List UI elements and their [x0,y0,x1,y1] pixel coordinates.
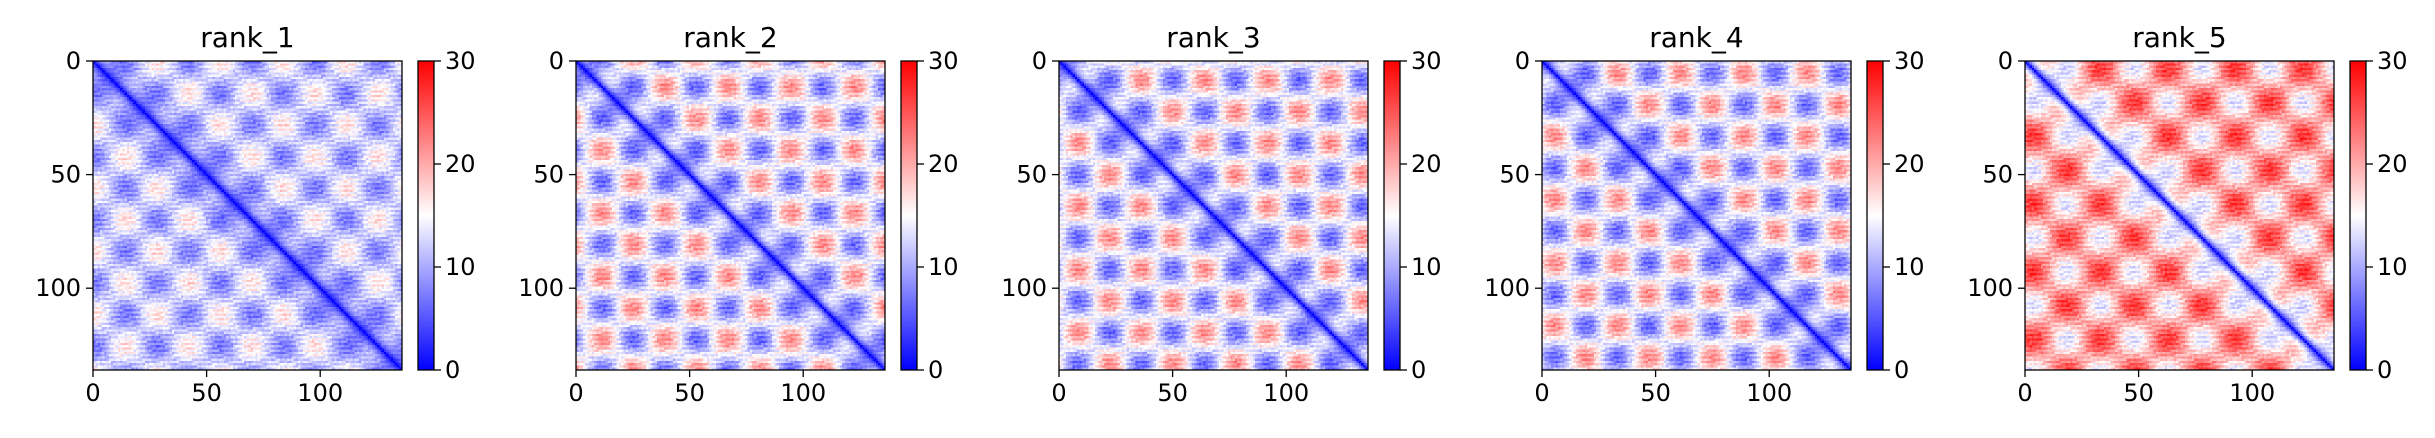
x-tick-label: 50 [191,379,222,407]
x-tick-label: 100 [780,379,826,407]
x-tick-label: 0 [85,379,100,407]
heatmap-panel-2: rank_2 0 50 100 0 50 100 0 10 20 30 [518,21,958,407]
x-tick-label: 50 [1640,379,1671,407]
x-tick-label: 100 [1263,379,1309,407]
y-tick-label: 0 [1515,47,1530,75]
y-tick-label: 50 [50,161,81,189]
x-tick-label: 0 [1534,379,1549,407]
plot-frame [92,60,403,371]
heatmap-image [1059,61,1368,370]
x-tick-label: 0 [2017,379,2032,407]
panel-title: rank_4 [1649,21,1743,54]
colorbar-tick-label: 10 [1411,253,1442,281]
colorbar-frame [1383,60,1401,371]
x-tick-label: 50 [1157,379,1188,407]
colorbar-tick-label: 0 [1894,356,1909,384]
plot-frame [1541,60,1852,371]
x-tick-label: 0 [568,379,583,407]
y-tick-label: 50 [1016,161,1047,189]
colorbar [418,61,434,370]
colorbar-tick-label: 20 [1411,150,1442,178]
heatmap-panel-5: rank_5 0 50 100 0 50 100 0 10 20 30 [1967,21,2407,407]
heatmap-image [93,61,402,370]
colorbar-tick-label: 0 [2377,356,2392,384]
panel-title: rank_5 [2132,21,2226,54]
colorbar [1867,61,1883,370]
y-tick-label: 100 [35,274,81,302]
colorbar-tick-label: 30 [445,47,476,75]
plot-frame [575,60,886,371]
colorbar-tick-label: 0 [928,356,943,384]
heatmap-image [1542,61,1851,370]
colorbar [1384,61,1400,370]
colorbar [901,61,917,370]
y-tick-label: 100 [1001,274,1047,302]
colorbar-tick-label: 0 [445,356,460,384]
y-tick-label: 0 [549,47,564,75]
colorbar-frame [417,60,435,371]
y-tick-label: 0 [1998,47,2013,75]
heatmap-panel-3: rank_3 0 50 100 0 50 100 0 10 20 30 [1001,21,1441,407]
y-tick-label: 0 [66,47,81,75]
colorbar-tick-label: 20 [2377,150,2408,178]
x-tick-label: 50 [674,379,705,407]
x-tick-label: 50 [2123,379,2154,407]
colorbar-tick-label: 30 [1894,47,1925,75]
y-tick-label: 50 [1982,161,2013,189]
panel-title: rank_3 [1166,21,1260,54]
heatmap-panel-4: rank_4 0 50 100 0 50 100 0 10 20 30 [1484,21,1924,407]
heatmap-image [576,61,885,370]
colorbar-tick-label: 20 [1894,150,1925,178]
heatmap-panel-1: rank_1 0 50 100 0 50 100 0 10 20 30 [35,21,475,407]
y-tick-label: 100 [518,274,564,302]
colorbar-frame [2349,60,2367,371]
panel-title: rank_1 [200,21,294,54]
panel-title: rank_2 [683,21,777,54]
colorbar-tick-label: 20 [445,150,476,178]
colorbar-tick-label: 20 [928,150,959,178]
colorbar-tick-label: 10 [928,253,959,281]
y-tick-label: 50 [1499,161,1530,189]
colorbar-frame [900,60,918,371]
colorbar-tick-label: 10 [445,253,476,281]
colorbar-frame [1866,60,1884,371]
colorbar-tick-label: 30 [1411,47,1442,75]
colorbar-tick-label: 0 [1411,356,1426,384]
y-tick-label: 100 [1967,274,2013,302]
plot-frame [2024,60,2335,371]
x-tick-label: 100 [297,379,343,407]
colorbar-tick-label: 10 [1894,253,1925,281]
y-tick-label: 50 [533,161,564,189]
colorbar-tick-label: 30 [928,47,959,75]
plot-frame [1058,60,1369,371]
x-tick-label: 100 [2229,379,2275,407]
y-tick-label: 0 [1032,47,1047,75]
y-tick-label: 100 [1484,274,1530,302]
colorbar-tick-label: 30 [2377,47,2408,75]
colorbar [2350,61,2366,370]
colorbar-tick-label: 10 [2377,253,2408,281]
x-tick-label: 0 [1051,379,1066,407]
x-tick-label: 100 [1746,379,1792,407]
heatmap-image [2025,61,2334,370]
